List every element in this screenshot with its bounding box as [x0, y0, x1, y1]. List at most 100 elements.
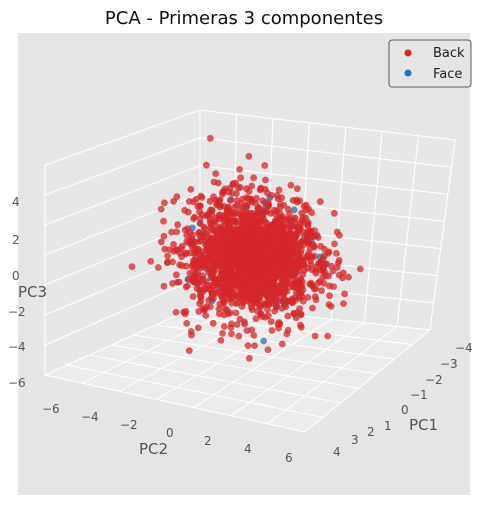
point-back: [298, 209, 306, 217]
point-back: [157, 205, 165, 213]
point-back: [284, 312, 292, 320]
point-back: [292, 314, 300, 322]
grid-line: [44, 137, 201, 196]
point-back: [282, 282, 289, 290]
point-back: [192, 254, 200, 261]
point-back: [314, 234, 322, 241]
point-back: [333, 264, 341, 271]
point-back: [283, 330, 291, 338]
point-back: [237, 200, 245, 207]
legend: Back Face: [388, 39, 472, 88]
point-back: [263, 225, 270, 233]
point-back: [301, 232, 308, 240]
point-back: [307, 228, 314, 236]
point-back: [256, 209, 264, 217]
point-back: [246, 259, 253, 267]
point-back: [286, 297, 294, 305]
grid-line: [81, 308, 234, 384]
point-back: [128, 263, 136, 270]
point-back: [244, 342, 252, 349]
point-back: [321, 252, 328, 260]
point-back: [235, 257, 243, 265]
point-back: [331, 240, 338, 248]
point-back: [304, 264, 312, 272]
point-back: [293, 227, 301, 235]
legend-label-back: Back: [433, 46, 465, 61]
point-back: [259, 197, 267, 205]
point-back: [302, 201, 310, 209]
legend-marker-back: [404, 49, 412, 57]
pc1-tick-label: 1: [384, 419, 392, 433]
point-back: [202, 277, 210, 285]
point-back: [322, 272, 329, 280]
point-back: [356, 265, 364, 273]
point-back: [194, 324, 202, 332]
point-back: [168, 228, 176, 236]
point-back: [261, 253, 269, 261]
pc1-tick-label: −1: [410, 388, 428, 402]
point-back: [209, 319, 217, 327]
point-back: [166, 246, 174, 254]
point-back: [266, 231, 274, 238]
point-back: [280, 216, 288, 224]
point-back: [220, 247, 228, 255]
pc3-tick-label: 0: [12, 269, 20, 283]
point-back: [197, 292, 204, 299]
point-back: [261, 313, 269, 321]
point-back: [241, 318, 248, 326]
point-back: [219, 330, 226, 337]
point-back: [228, 259, 236, 267]
point-back: [290, 265, 298, 273]
point-back: [275, 186, 283, 194]
point-back: [172, 309, 180, 316]
point-back: [253, 225, 261, 233]
point-back: [255, 204, 263, 212]
point-back: [318, 287, 325, 294]
point-back: [248, 247, 256, 255]
point-back: [333, 250, 340, 257]
point-back: [265, 301, 273, 309]
point-back: [267, 191, 275, 199]
point-back: [274, 265, 282, 273]
point-back: [287, 181, 295, 189]
grid-line: [396, 135, 420, 327]
point-back: [237, 174, 245, 182]
point-back: [160, 282, 168, 290]
point-back: [240, 269, 248, 276]
point-back: [221, 211, 229, 219]
point-back: [297, 321, 304, 329]
point-back: [253, 234, 261, 242]
point-back: [252, 217, 260, 225]
point-back: [223, 253, 231, 260]
pc3-tick-label: −6: [8, 376, 26, 390]
point-back: [284, 205, 292, 213]
point-back: [183, 282, 191, 290]
point-back: [267, 318, 275, 325]
point-back: [270, 220, 278, 228]
point-back: [157, 238, 165, 246]
point-back: [280, 244, 288, 252]
point-back: [298, 292, 306, 300]
point-back: [197, 258, 205, 266]
point-back: [263, 207, 271, 215]
point-back: [277, 200, 284, 208]
pc3-tick-label: −2: [8, 305, 26, 319]
point-back: [220, 298, 228, 306]
grid-line: [111, 344, 359, 389]
grid-line: [44, 276, 201, 346]
point-back: [291, 296, 299, 304]
grid-line: [193, 318, 332, 408]
point-back: [203, 161, 210, 169]
point-back: [256, 186, 264, 194]
point-back: [221, 185, 229, 193]
point-back: [169, 280, 176, 287]
point-back: [235, 332, 243, 340]
grid-line: [230, 322, 365, 417]
pc1-tick-label: −2: [425, 373, 443, 387]
point-back: [208, 207, 216, 215]
point-back: [281, 230, 289, 238]
point-back: [205, 296, 213, 304]
point-back: [325, 248, 333, 256]
point-back: [221, 259, 229, 267]
point-back: [287, 233, 294, 241]
